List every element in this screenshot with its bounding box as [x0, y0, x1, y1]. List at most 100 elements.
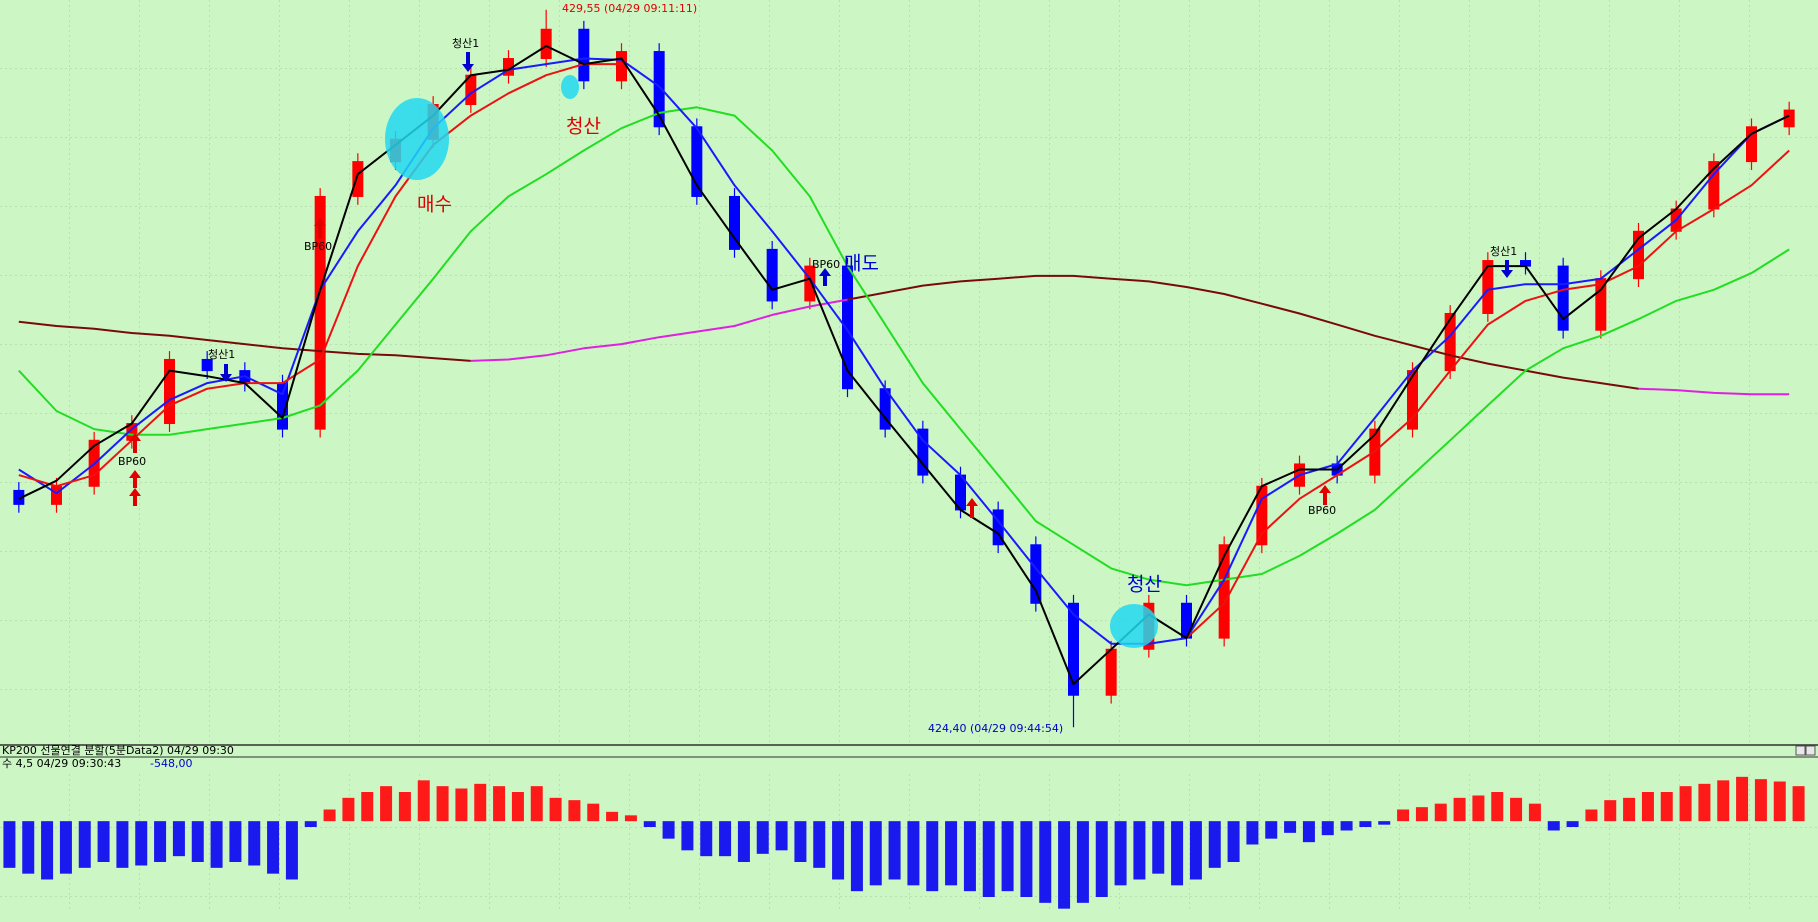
- candle-body: [1218, 544, 1230, 639]
- histogram-bar: [1171, 821, 1184, 886]
- candle-body: [1783, 109, 1795, 128]
- candle-body: [540, 28, 552, 60]
- sell-arrow: [1501, 260, 1513, 278]
- ma-line: [18, 45, 1790, 686]
- sell-arrow: [220, 364, 232, 382]
- histogram-bar: [587, 803, 600, 822]
- histogram-bar: [1359, 821, 1372, 827]
- histogram-bar: [1284, 821, 1297, 833]
- histogram-bar: [719, 821, 732, 857]
- histogram-bar: [116, 821, 129, 868]
- candle-body: [1444, 312, 1456, 372]
- histogram-bar: [1246, 821, 1259, 845]
- signal-label: 청산1: [208, 348, 235, 361]
- ma-line: [470, 298, 1790, 396]
- histogram-bar: [549, 797, 562, 822]
- histogram-bar: [248, 821, 261, 866]
- histogram-bar: [1641, 792, 1654, 822]
- candle-body: [578, 28, 590, 82]
- buy-arrow: [966, 498, 978, 518]
- candle-body: [729, 195, 740, 250]
- signal-label: BP60: [304, 240, 332, 253]
- buy-arrow: [129, 470, 141, 488]
- histogram-bar: [511, 792, 524, 822]
- signal-label: BP60: [1308, 504, 1336, 517]
- candle-body: [201, 358, 213, 372]
- histogram-bar: [1039, 821, 1052, 903]
- histogram-bar: [417, 780, 430, 822]
- histogram-bar: [963, 821, 976, 892]
- buy-arrow: [314, 218, 326, 238]
- annotation: 매도: [844, 253, 879, 275]
- histogram-bar: [285, 821, 298, 880]
- histogram-bar: [568, 800, 581, 822]
- ma-line: [18, 57, 1790, 645]
- panel-button[interactable]: [1805, 745, 1816, 756]
- histogram-bar: [1472, 795, 1485, 822]
- current-value: -548,00: [150, 757, 192, 770]
- histogram-bar: [1208, 821, 1221, 868]
- histogram-bar: [888, 821, 901, 880]
- histogram-bar: [832, 821, 845, 880]
- histogram-bar: [1604, 800, 1617, 822]
- histogram-bar: [1660, 792, 1673, 822]
- signal-label: 청산1: [1490, 245, 1517, 258]
- panel-title: KP200 선물연결 분할(5분Data2) 04/29 09:30: [2, 744, 234, 757]
- histogram-bar: [41, 821, 54, 880]
- histogram-bar: [1152, 821, 1165, 874]
- histogram-bar: [1095, 821, 1108, 897]
- panel-button[interactable]: [1795, 745, 1806, 756]
- candle-body: [804, 265, 816, 302]
- candle-body: [917, 428, 929, 476]
- histogram-bar: [59, 821, 72, 874]
- histogram-bar: [1227, 821, 1240, 862]
- candle-body: [1633, 230, 1644, 280]
- ma-line: [18, 274, 1639, 390]
- histogram-bar: [1321, 821, 1334, 836]
- histogram-bar: [1058, 821, 1071, 909]
- histogram-bar: [304, 821, 317, 827]
- highlight: [1110, 604, 1158, 648]
- histogram-bar: [1133, 821, 1146, 880]
- candle-body: [766, 248, 778, 302]
- histogram-bar: [1302, 821, 1315, 843]
- histogram-bar: [869, 821, 882, 886]
- histogram-bar: [624, 815, 637, 822]
- histogram-bar: [172, 821, 185, 857]
- histogram-bar: [361, 792, 374, 822]
- histogram-bar: [154, 821, 167, 862]
- histogram-bar: [681, 821, 694, 851]
- candle-body: [51, 485, 62, 505]
- histogram-bar: [1623, 797, 1636, 822]
- histogram-bar: [267, 821, 280, 874]
- histogram-bar: [1415, 807, 1428, 822]
- histogram-bar: [850, 821, 863, 892]
- histogram-bar: [926, 821, 939, 892]
- signal-label: 청산1: [452, 37, 479, 50]
- histogram-bar: [78, 821, 91, 868]
- histogram-bar: [398, 792, 411, 822]
- panel-subtitle: 수 4,5 04/29 09:30:43: [2, 757, 121, 770]
- candle-body: [1746, 126, 1757, 163]
- highlight: [561, 75, 579, 99]
- histogram-bar: [1189, 821, 1202, 880]
- signal-label: BP60: [812, 258, 840, 271]
- histogram-bar: [210, 821, 223, 868]
- histogram-bar: [1434, 803, 1447, 822]
- histogram-bar: [474, 783, 487, 822]
- histogram-bar: [945, 821, 958, 886]
- candle-body: [1256, 485, 1268, 546]
- histogram-bar: [1114, 821, 1127, 886]
- candle-body: [1105, 648, 1117, 696]
- histogram-bar: [1491, 792, 1504, 822]
- buy-arrow: [1319, 485, 1331, 505]
- high-label: 429,55 (04/29 09:11:11): [562, 2, 697, 15]
- histogram-bar: [1397, 809, 1410, 822]
- histogram-bar: [493, 786, 506, 822]
- ma-line: [18, 63, 1790, 639]
- histogram-bar: [1773, 781, 1786, 822]
- histogram-bar: [191, 821, 204, 862]
- histogram-bar: [737, 821, 750, 862]
- annotation: 청산: [566, 116, 601, 138]
- histogram-bar: [775, 821, 788, 851]
